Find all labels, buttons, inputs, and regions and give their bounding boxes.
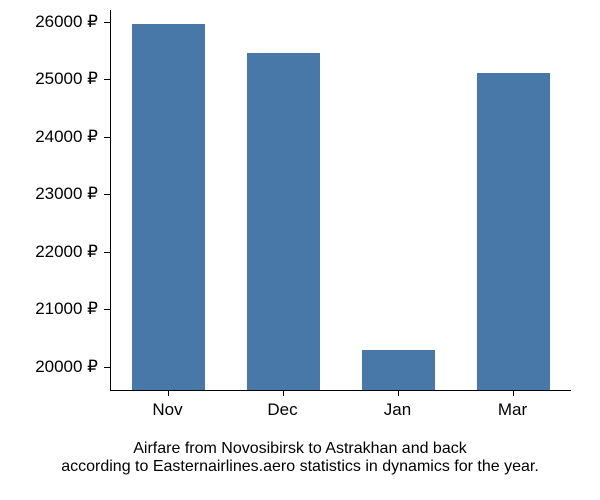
x-tick-mark (398, 390, 399, 396)
bar (362, 350, 436, 390)
y-tick-label: 26000 ₽ (0, 12, 98, 32)
plot-area (110, 10, 571, 391)
y-tick-mark (104, 79, 110, 80)
x-tick-label: Jan (384, 400, 411, 420)
x-tick-mark (168, 390, 169, 396)
y-tick-label: 25000 ₽ (0, 69, 98, 89)
x-tick-mark (283, 390, 284, 396)
chart-caption: Airfare from Novosibirsk to Astrakhan an… (0, 440, 600, 476)
x-tick-label: Nov (152, 400, 182, 420)
y-tick-label: 22000 ₽ (0, 242, 98, 262)
bar (132, 24, 206, 390)
y-tick-mark (104, 194, 110, 195)
x-tick-mark (513, 390, 514, 396)
y-tick-mark (104, 309, 110, 310)
caption-line-2: according to Easternairlines.aero statis… (61, 458, 539, 475)
y-tick-label: 20000 ₽ (0, 357, 98, 377)
airfare-bar-chart: Airfare from Novosibirsk to Astrakhan an… (0, 0, 600, 500)
y-tick-label: 24000 ₽ (0, 127, 98, 147)
bar (477, 73, 551, 390)
y-tick-mark (104, 252, 110, 253)
bar (247, 53, 321, 390)
x-tick-label: Mar (498, 400, 527, 420)
y-tick-label: 23000 ₽ (0, 184, 98, 204)
y-tick-mark (104, 137, 110, 138)
caption-line-1: Airfare from Novosibirsk to Astrakhan an… (133, 440, 466, 457)
y-tick-label: 21000 ₽ (0, 299, 98, 319)
y-tick-mark (104, 367, 110, 368)
y-tick-mark (104, 22, 110, 23)
x-tick-label: Dec (267, 400, 297, 420)
